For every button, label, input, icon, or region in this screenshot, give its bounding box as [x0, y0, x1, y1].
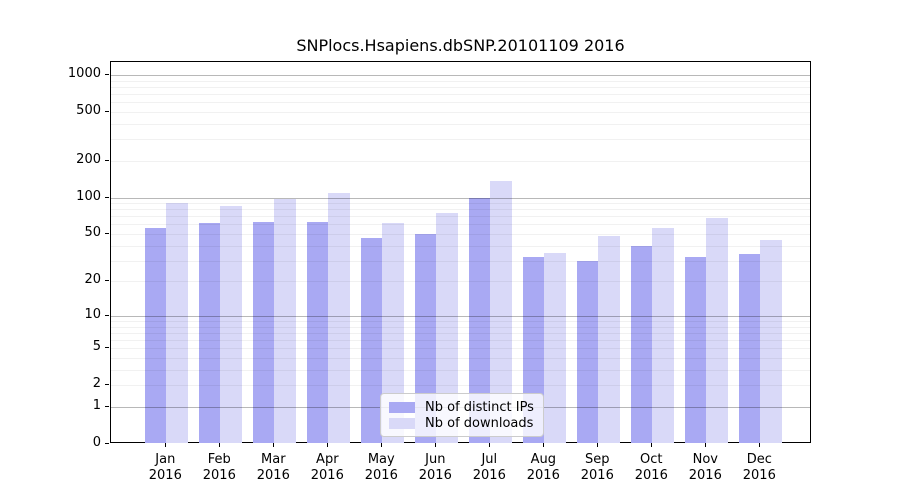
chart-title: SNPlocs.Hsapiens.dbSNP.20101109 2016 [296, 36, 625, 55]
bars-layer [111, 62, 810, 443]
bar-downloads-jan [166, 203, 188, 443]
x-tick-label-aug: Aug 2016 [526, 452, 560, 483]
bar-distinct-ips-jul [468, 197, 491, 443]
legend-item-downloads: Nb of downloads [389, 415, 535, 431]
bar-downloads-jul [490, 181, 512, 443]
x-tick-label-dec: Dec 2016 [742, 452, 776, 483]
x-tick-label-oct: Oct 2016 [634, 452, 668, 483]
x-tick-mark-may [381, 443, 383, 447]
y-tick-mark-0 [105, 443, 109, 444]
x-tick-label-jan: Jan 2016 [148, 452, 182, 483]
y-tick-mark-5 [105, 347, 109, 349]
bar-downloads-feb [220, 206, 242, 443]
bar-distinct-ips-nov [684, 257, 707, 443]
bar-distinct-ips-jan [144, 228, 167, 443]
bar-distinct-ips-sep [576, 260, 599, 443]
y-tick-label-2: 2 [92, 376, 101, 392]
y-tick-mark-1 [105, 405, 109, 407]
x-tick-mark-jul [489, 443, 491, 447]
x-tick-mark-jan [165, 443, 167, 447]
x-tick-label-feb: Feb 2016 [202, 452, 236, 483]
bar-downloads-mar [274, 198, 296, 443]
x-tick-mark-aug [543, 443, 545, 447]
bar-downloads-apr [328, 193, 350, 443]
y-tick-label-0: 0 [92, 435, 101, 450]
bar-downloads-sep [598, 236, 620, 443]
y-tick-mark-10 [105, 314, 109, 316]
y-tick-label-500: 500 [76, 102, 101, 118]
y-tick-label-1000: 1000 [67, 66, 101, 81]
x-tick-label-sep: Sep 2016 [580, 452, 614, 483]
legend-swatch-distinct-ips [389, 401, 415, 413]
y-tick-mark-1000 [105, 74, 109, 75]
y-tick-mark-200 [105, 159, 109, 161]
y-tick-mark-20 [105, 280, 109, 282]
y-tick-label-200: 200 [76, 151, 101, 167]
bar-distinct-ips-dec [738, 254, 761, 443]
x-tick-label-jul: Jul 2016 [472, 452, 506, 483]
bar-distinct-ips-may [360, 238, 383, 443]
y-tick-label-1: 1 [92, 397, 101, 413]
legend-item-distinct-ips: Nb of distinct IPs [389, 399, 535, 415]
x-tick-label-nov: Nov 2016 [688, 452, 722, 483]
bar-distinct-ips-oct [630, 245, 653, 443]
y-tick-label-50: 50 [84, 224, 101, 240]
bar-distinct-ips-mar [252, 221, 275, 443]
x-tick-label-apr: Apr 2016 [310, 452, 344, 483]
x-tick-mark-nov [705, 443, 707, 447]
bar-distinct-ips-apr [306, 221, 329, 443]
bar-downloads-may [382, 222, 404, 443]
x-tick-mark-mar [273, 443, 275, 447]
x-tick-mark-dec [759, 443, 761, 447]
legend-label-downloads: Nb of downloads [425, 415, 534, 431]
y-tick-mark-50 [105, 232, 109, 234]
legend-label-distinct-ips: Nb of distinct IPs [425, 399, 534, 415]
y-tick-label-20: 20 [84, 272, 101, 288]
x-tick-mark-jun [435, 443, 437, 447]
x-tick-mark-feb [219, 443, 221, 447]
y-tick-label-10: 10 [84, 306, 101, 322]
x-tick-label-jun: Jun 2016 [418, 452, 452, 483]
bar-downloads-nov [706, 217, 728, 443]
bar-distinct-ips-jun [414, 233, 437, 443]
x-tick-label-may: May 2016 [364, 452, 398, 483]
x-tick-mark-oct [651, 443, 653, 447]
bar-distinct-ips-feb [198, 222, 221, 443]
legend: Nb of distinct IPs Nb of downloads [380, 393, 544, 437]
y-tick-label-5: 5 [92, 339, 101, 355]
x-tick-mark-sep [597, 443, 599, 447]
bar-downloads-oct [652, 228, 674, 443]
y-tick-mark-100 [105, 196, 109, 198]
bar-downloads-dec [760, 239, 782, 443]
bar-downloads-jun [436, 212, 458, 443]
x-tick-label-mar: Mar 2016 [256, 452, 290, 483]
legend-swatch-downloads [389, 417, 415, 429]
y-tick-mark-500 [105, 110, 109, 112]
y-tick-label-100: 100 [76, 188, 101, 204]
x-tick-mark-apr [327, 443, 329, 447]
y-tick-mark-2 [105, 384, 109, 386]
plot-area: Nb of distinct IPs Nb of downloads [110, 61, 811, 443]
bar-downloads-aug [544, 252, 566, 443]
